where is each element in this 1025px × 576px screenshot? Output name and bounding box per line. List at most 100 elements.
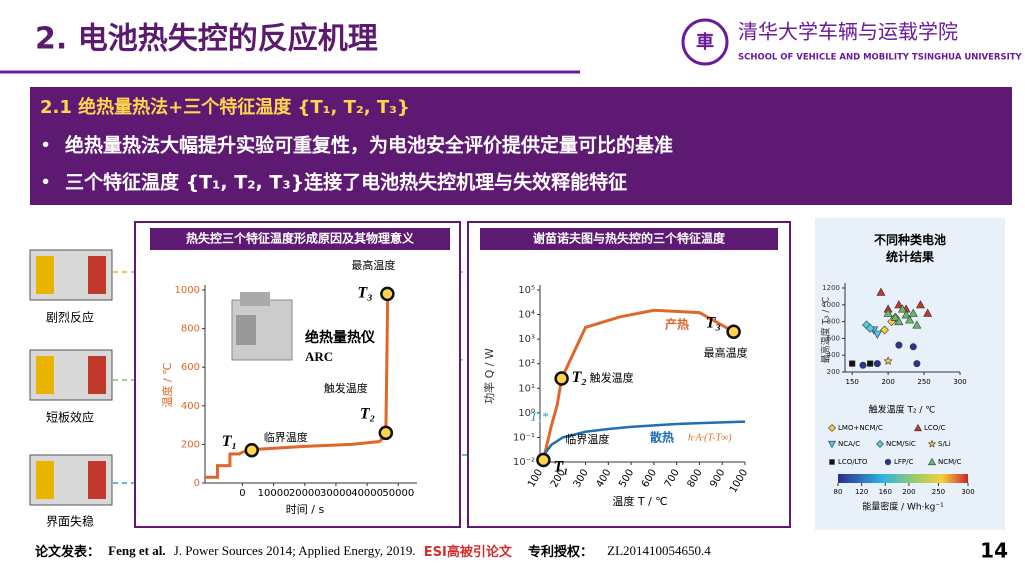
- y-tick-label: 1200: [822, 284, 840, 292]
- legend-marker: [829, 459, 835, 465]
- y-tick-label: 800: [181, 324, 200, 335]
- series-line: [538, 420, 746, 461]
- point: [890, 312, 900, 321]
- series-name: 产热: [665, 317, 689, 332]
- y-tick-label: 10⁵: [518, 285, 535, 296]
- feature-symbol: T₂: [572, 369, 587, 386]
- mechanism-label: 短板效应: [46, 410, 94, 425]
- y-tick-label: 10⁰: [518, 408, 535, 419]
- x-axis-label: 触发温度 T₂ / ℃: [869, 404, 936, 416]
- colorbar-tick-label: 200: [902, 488, 915, 496]
- legend-marker: [927, 439, 937, 448]
- legend-label: NCA/C: [838, 440, 860, 448]
- logo: [681, 18, 729, 66]
- series-line: [541, 308, 735, 461]
- legend-label: LCO/C: [924, 424, 946, 432]
- x-tick-label: 50000: [382, 488, 414, 499]
- point: [912, 320, 922, 329]
- point: [867, 360, 874, 367]
- mechanism-label: 界面失稳: [46, 514, 94, 529]
- y-tick-label: 10⁻¹: [513, 432, 535, 443]
- feature-name: 临界温度: [565, 432, 609, 446]
- x-tick-label: 20000: [289, 488, 321, 499]
- x-tick-label: 200: [881, 378, 894, 386]
- x-tick-label: 150: [846, 378, 859, 386]
- point: [894, 316, 904, 326]
- legend-label: LCO/LTO: [838, 458, 868, 466]
- footer-label: 论文发表：: [35, 544, 100, 560]
- panel-title: 不同种类电池统计结果: [874, 232, 946, 264]
- legend-label: LMO+NCM/C: [838, 424, 883, 432]
- legend-label: NCM/SiC: [886, 440, 916, 448]
- feature-name: 最高温度: [351, 258, 395, 272]
- footer-esi: ESI高被引论文: [424, 544, 513, 560]
- y-axis-label: 功率 Q / W: [482, 348, 496, 404]
- point: [883, 356, 893, 365]
- point: [895, 341, 903, 349]
- y-tick-label: 200: [827, 368, 840, 376]
- school-en: SCHOOL OF VEHICLE AND MOBILITY TSINGHUA …: [738, 53, 1023, 63]
- electrode: [36, 461, 54, 499]
- annotation: 绝热量热仪: [305, 329, 376, 346]
- panel: [467, 221, 791, 528]
- point: [901, 310, 911, 319]
- footer-patent: ZL201410054650.4: [607, 543, 711, 558]
- point: [872, 330, 882, 339]
- legend-marker: [827, 440, 837, 449]
- x-tick-label: 300: [953, 378, 966, 386]
- y-axis-label: 最高温度 T₃ / ℃: [820, 297, 832, 364]
- y-tick-label: 0: [194, 478, 200, 489]
- point: [880, 325, 889, 335]
- annotation: h·A·(T-T∞): [688, 432, 732, 443]
- feature-name: 触发温度: [590, 371, 634, 385]
- panel: [134, 221, 461, 528]
- electrode: [88, 461, 106, 499]
- slide-title: 2. 电池热失控的反应机理: [35, 22, 378, 57]
- feature-point: [244, 442, 260, 458]
- colorbar-tick-label: 250: [932, 488, 945, 496]
- y-tick-label: 10⁻²: [513, 457, 535, 468]
- point: [894, 300, 904, 309]
- feature-point: [378, 425, 394, 441]
- mechanism-label: 剧烈反应: [46, 310, 94, 325]
- y-tick-label: 1000: [175, 285, 200, 296]
- feature-point: [380, 286, 395, 302]
- feature-symbol: T₂: [360, 405, 375, 422]
- footer: 论文发表： Feng et al. J. Power Sources 2014;…: [35, 543, 711, 560]
- arc-instrument: [231, 292, 293, 361]
- colorbar-tick-label: 160: [879, 488, 892, 496]
- point: [915, 300, 925, 309]
- electrode: [36, 356, 54, 394]
- logo-glyph: 車: [696, 31, 714, 53]
- feature-point: [554, 371, 569, 386]
- bullet-dot: •: [40, 135, 51, 157]
- point: [908, 308, 918, 317]
- x-tick-label: 10000: [258, 488, 290, 499]
- y-tick-label: 400: [181, 401, 200, 412]
- point: [876, 287, 886, 296]
- series-name: 散热: [650, 430, 674, 445]
- y-tick-label: 600: [181, 362, 200, 373]
- y-tick-label: 10³: [518, 334, 535, 345]
- legend-label: NCM/C: [938, 458, 962, 466]
- panel-header: [150, 228, 450, 250]
- panel-title: 热失控三个特征温度形成原因及其物理意义: [186, 231, 415, 246]
- feature-symbol: T₁: [222, 433, 237, 450]
- y-tick-label: 400: [827, 351, 840, 359]
- x-axis-label: 温度 T / ℃: [612, 494, 667, 508]
- school-cn: 清华大学车辆与运载学院: [738, 20, 958, 44]
- footer-label: 专利授权：: [528, 544, 593, 560]
- point: [897, 304, 908, 313]
- colorbar-tick-label: 120: [855, 488, 868, 496]
- legend-marker: [884, 458, 892, 466]
- y-axis-label: 温度 / ℃: [160, 362, 174, 407]
- x-axis-label: 时间 / s: [286, 503, 325, 516]
- feature-name: 最高温度: [704, 346, 748, 360]
- electrode: [88, 256, 106, 294]
- x-tick-label: 30000: [320, 488, 352, 499]
- panel-title: 谢苗诺夫图与热失控的三个特征温度: [533, 231, 726, 246]
- legend-label: S/Li: [938, 440, 951, 448]
- point: [873, 360, 881, 368]
- legend-marker: [927, 457, 937, 466]
